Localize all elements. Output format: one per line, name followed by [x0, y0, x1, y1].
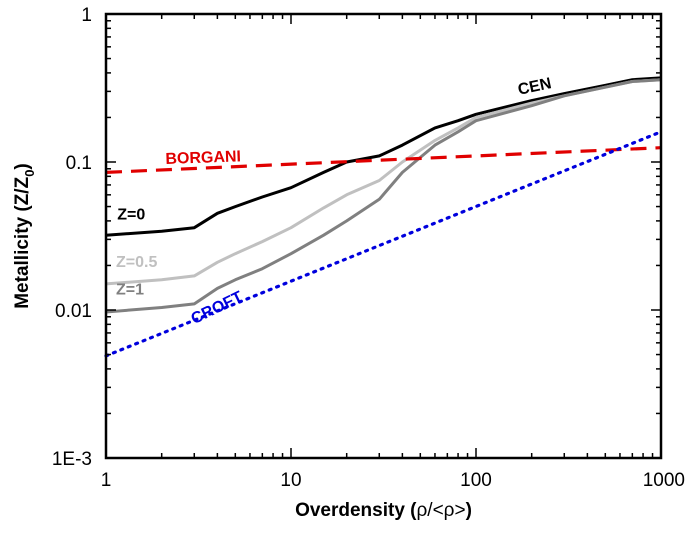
- annotation-croft: CROFT: [189, 288, 246, 328]
- ticks-layer: [106, 14, 661, 458]
- y-axis-title-text: Metallicity (Z/Z: [12, 176, 33, 308]
- x-axis-title-text: Overdensity (: [295, 500, 417, 521]
- series-line-z-1: [105, 78, 662, 314]
- tick-labels: 1 10 100 1000 1E-3 0.01 0.1 1: [52, 5, 685, 491]
- x-tick-label: 100: [460, 470, 492, 491]
- series-layer: [104, 76, 663, 358]
- annotation-z-0: Z=0: [117, 206, 145, 223]
- y-tick-label: 1E-3: [52, 449, 92, 470]
- y-tick-label: 0.1: [66, 153, 92, 174]
- x-tick-label: 1000: [643, 470, 685, 491]
- series-line-borgani: [105, 146, 662, 174]
- x-axis-title-close: ): [466, 500, 472, 521]
- x-axis-title-symbol: ρ/<ρ>: [417, 500, 466, 521]
- y-axis-title-close: ): [12, 163, 33, 169]
- y-axis-title: Metallicity (Z/Z0): [12, 163, 37, 309]
- x-tick-label: 10: [280, 470, 301, 491]
- series-line-z-0: [105, 76, 662, 237]
- x-axis-title: Overdensity (ρ/<ρ>): [295, 500, 472, 521]
- y-axis-title-subscript: 0: [22, 170, 37, 177]
- y-tick-label: 0.01: [55, 301, 92, 322]
- series-line-z-0-5: [105, 78, 662, 286]
- series-line-croft: [104, 130, 663, 358]
- annotation-borgani: BORGANI: [165, 148, 241, 168]
- y-tick-label: 1: [81, 5, 92, 26]
- annotation-z-1: Z=1: [116, 282, 144, 299]
- annotation-z-0-5: Z=0.5: [116, 254, 157, 271]
- x-tick-label: 1: [101, 470, 112, 491]
- plot-frame: [104, 12, 663, 460]
- annotation-cen: CEN: [516, 75, 553, 99]
